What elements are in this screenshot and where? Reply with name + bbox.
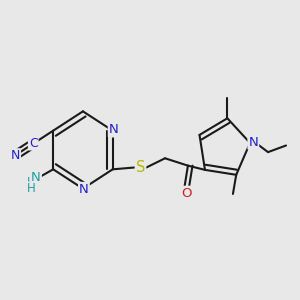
Text: N: N — [11, 149, 20, 162]
Text: H: H — [27, 182, 36, 195]
Text: N: N — [248, 136, 258, 149]
Text: N: N — [31, 171, 41, 184]
Text: S: S — [136, 160, 145, 175]
Text: H: H — [27, 176, 36, 189]
Text: O: O — [182, 187, 192, 200]
Text: C: C — [29, 136, 38, 149]
Text: N: N — [109, 123, 118, 136]
Text: N: N — [79, 183, 89, 196]
